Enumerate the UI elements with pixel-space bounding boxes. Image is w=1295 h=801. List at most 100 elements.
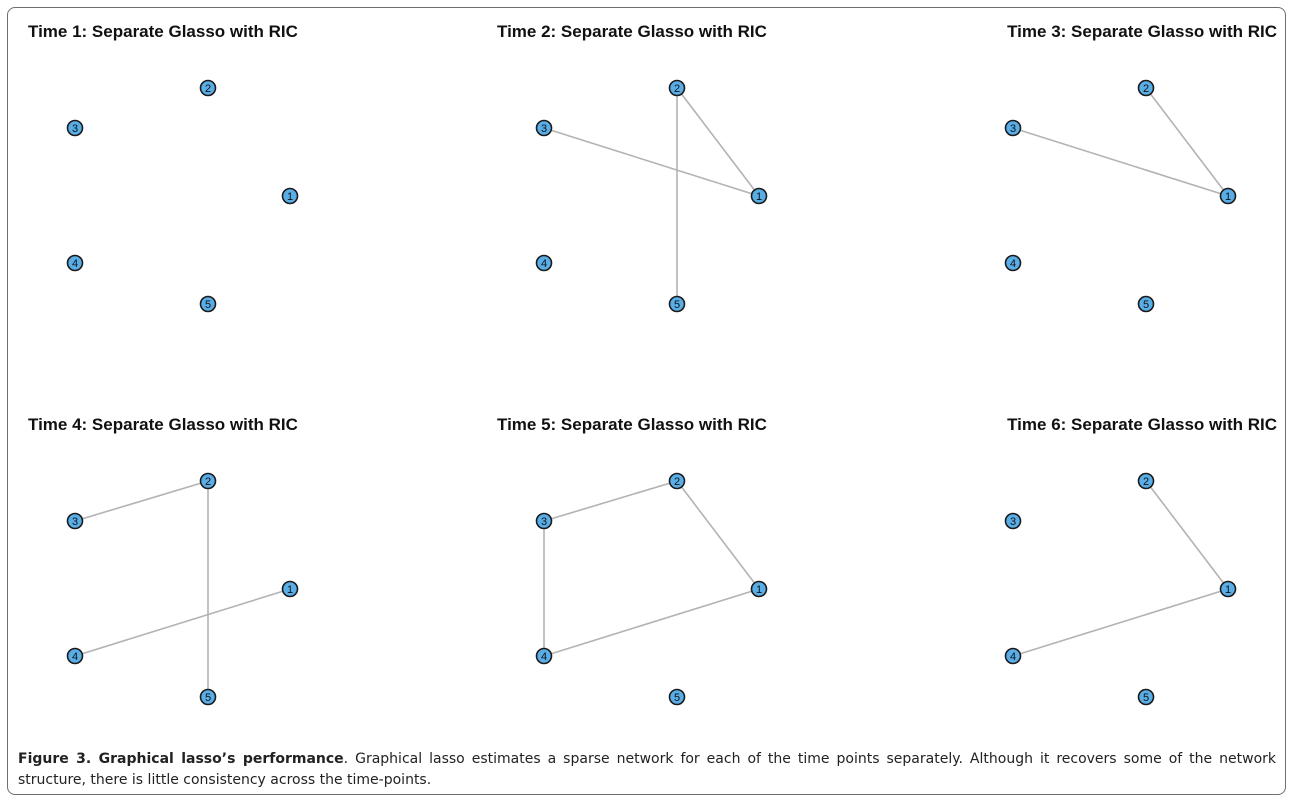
node-label: 1: [1225, 584, 1231, 596]
node-label: 3: [541, 516, 547, 528]
node-label: 2: [1143, 83, 1149, 95]
node-3: 3: [535, 119, 553, 137]
edge-3-2: [543, 480, 678, 522]
node-3: 3: [1004, 119, 1022, 137]
node-circle: [1137, 688, 1155, 706]
node-5: 5: [199, 688, 217, 706]
edge-2-1: [676, 87, 760, 197]
node-label: 4: [1010, 651, 1016, 663]
network-graph: 1 2 3 4 5: [1004, 472, 1237, 706]
node-circle: [66, 647, 84, 665]
network-graph: 1 2 3 4 5: [66, 472, 299, 706]
node-1: 1: [1219, 580, 1237, 598]
network-graph: 1 2 3 4 5: [1004, 79, 1237, 313]
node-circle: [199, 295, 217, 313]
node-circle: [750, 580, 768, 598]
node-circle: [535, 254, 553, 272]
edge-2-1: [676, 480, 760, 590]
network-panel-4: Time 4: Separate Glasso with RIC 1 2 3 4 5: [28, 415, 458, 785]
node-circle: [668, 79, 686, 97]
node-circle: [668, 472, 686, 490]
node-label: 2: [1143, 476, 1149, 488]
node-5: 5: [1137, 688, 1155, 706]
edge-2-1: [1145, 87, 1229, 197]
node-circle: [66, 119, 84, 137]
network-graph: 1 2 3 4 5: [535, 472, 768, 706]
edge-2-1: [1145, 480, 1229, 590]
edge-4-1: [543, 588, 760, 657]
node-circle: [668, 688, 686, 706]
panel-title: Time 5: Separate Glasso with RIC: [497, 415, 767, 434]
node-2: 2: [1137, 472, 1155, 490]
edge-4-1: [74, 588, 291, 657]
node-circle: [199, 472, 217, 490]
node-circle: [66, 254, 84, 272]
network-panel-2: Time 2: Separate Glasso with RIC 1 2 3 4 5: [497, 22, 927, 392]
node-5: 5: [1137, 295, 1155, 313]
edge-3-1: [543, 127, 760, 197]
panel-title: Time 3: Separate Glasso with RIC: [1007, 22, 1277, 41]
node-label: 4: [72, 258, 78, 270]
node-circle: [281, 187, 299, 205]
caption-text: . Graphical lasso estimates a sparse net…: [18, 751, 1276, 788]
node-label: 5: [674, 692, 680, 704]
node-5: 5: [199, 295, 217, 313]
node-circle: [1137, 295, 1155, 313]
node-2: 2: [668, 79, 686, 97]
node-label: 4: [541, 258, 547, 270]
node-label: 5: [205, 299, 211, 311]
node-label: 1: [287, 191, 293, 203]
edge-4-1: [1012, 588, 1229, 657]
node-circle: [1004, 512, 1022, 530]
node-1: 1: [281, 580, 299, 598]
node-label: 3: [72, 123, 78, 135]
node-label: 5: [674, 299, 680, 311]
node-circle: [66, 512, 84, 530]
node-1: 1: [281, 187, 299, 205]
network-graph: 1 2 3 4 5: [535, 79, 768, 313]
node-circle: [1137, 472, 1155, 490]
node-circle: [1219, 187, 1237, 205]
node-circle: [199, 79, 217, 97]
caption-label: Figure 3. Graphical lasso’s performance: [18, 751, 344, 767]
node-label: 1: [756, 584, 762, 596]
edge-3-2: [74, 480, 209, 522]
node-circle: [1004, 254, 1022, 272]
edge-3-1: [1012, 127, 1229, 197]
node-2: 2: [668, 472, 686, 490]
panel-title: Time 4: Separate Glasso with RIC: [28, 415, 298, 434]
node-circle: [281, 580, 299, 598]
node-3: 3: [66, 512, 84, 530]
node-label: 3: [1010, 516, 1016, 528]
node-1: 1: [750, 187, 768, 205]
node-4: 4: [1004, 254, 1022, 272]
node-5: 5: [668, 688, 686, 706]
network-panel-6: Time 6: Separate Glasso with RIC 1 2 3 4 5: [966, 415, 1295, 785]
node-label: 5: [1143, 299, 1149, 311]
node-circle: [1219, 580, 1237, 598]
node-label: 3: [1010, 123, 1016, 135]
node-1: 1: [750, 580, 768, 598]
node-label: 5: [1143, 692, 1149, 704]
node-2: 2: [1137, 79, 1155, 97]
node-circle: [1004, 119, 1022, 137]
panel-title: Time 1: Separate Glasso with RIC: [28, 22, 298, 41]
node-5: 5: [668, 295, 686, 313]
node-4: 4: [535, 647, 553, 665]
node-4: 4: [1004, 647, 1022, 665]
node-1: 1: [1219, 187, 1237, 205]
network-panel-5: Time 5: Separate Glasso with RIC 1 2 3 4 5: [497, 415, 927, 785]
node-circle: [668, 295, 686, 313]
network-panel-3: Time 3: Separate Glasso with RIC 1 2 3 4 5: [966, 22, 1295, 392]
node-label: 1: [287, 584, 293, 596]
node-3: 3: [1004, 512, 1022, 530]
node-label: 2: [205, 83, 211, 95]
node-4: 4: [535, 254, 553, 272]
figure-caption: Figure 3. Graphical lasso’s performance.…: [18, 749, 1276, 791]
node-4: 4: [66, 254, 84, 272]
node-label: 5: [205, 692, 211, 704]
node-circle: [199, 688, 217, 706]
node-label: 2: [674, 83, 680, 95]
node-label: 4: [1010, 258, 1016, 270]
node-label: 3: [72, 516, 78, 528]
